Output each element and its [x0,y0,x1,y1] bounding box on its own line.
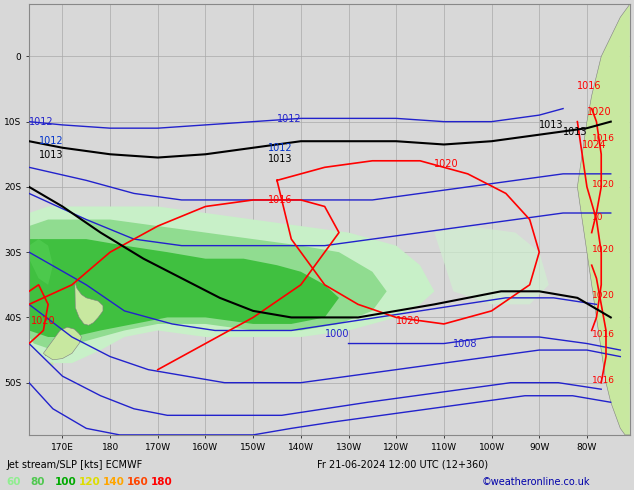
Text: 1020: 1020 [592,291,614,300]
Text: 1024: 1024 [582,140,607,150]
Text: Jet stream/SLP [kts] ECMWF: Jet stream/SLP [kts] ECMWF [6,460,143,470]
Text: 1016: 1016 [592,376,615,385]
Polygon shape [29,239,53,285]
Polygon shape [75,281,103,325]
Text: 1016: 1016 [268,195,292,205]
Text: 1012: 1012 [277,114,302,123]
Text: 1016: 1016 [592,134,615,143]
Text: 140: 140 [103,477,125,487]
Polygon shape [29,206,434,363]
Text: 1020: 1020 [587,107,612,117]
Text: 80: 80 [30,477,45,487]
Text: 1020: 1020 [32,316,56,326]
Polygon shape [49,363,54,366]
Text: 60: 60 [6,477,21,487]
Text: 120: 120 [79,477,100,487]
Text: 1020: 1020 [396,316,421,326]
Polygon shape [578,4,630,435]
Text: 1013: 1013 [268,154,292,164]
Text: 1012: 1012 [39,137,63,147]
Text: 1013: 1013 [39,149,63,160]
Text: 160: 160 [127,477,148,487]
Text: 10: 10 [592,213,603,221]
Text: 1012: 1012 [268,143,292,153]
Text: 180: 180 [151,477,172,487]
Polygon shape [43,327,82,360]
Text: 1016: 1016 [578,81,602,91]
Text: 1012: 1012 [29,117,54,127]
Polygon shape [29,220,387,350]
Text: 1016: 1016 [592,330,615,339]
Polygon shape [434,226,549,304]
Text: 1000: 1000 [325,329,349,339]
Text: ©weatheronline.co.uk: ©weatheronline.co.uk [482,477,590,487]
Text: 1020: 1020 [434,159,459,170]
Text: 100: 100 [55,477,76,487]
Text: 1020: 1020 [592,180,614,189]
Polygon shape [29,239,339,337]
Text: 1013: 1013 [540,120,564,130]
Text: 1020: 1020 [592,245,614,254]
Text: Fr 21-06-2024 12:00 UTC (12+360): Fr 21-06-2024 12:00 UTC (12+360) [317,460,488,470]
Text: 1013: 1013 [563,127,588,137]
Text: 1008: 1008 [453,339,478,349]
